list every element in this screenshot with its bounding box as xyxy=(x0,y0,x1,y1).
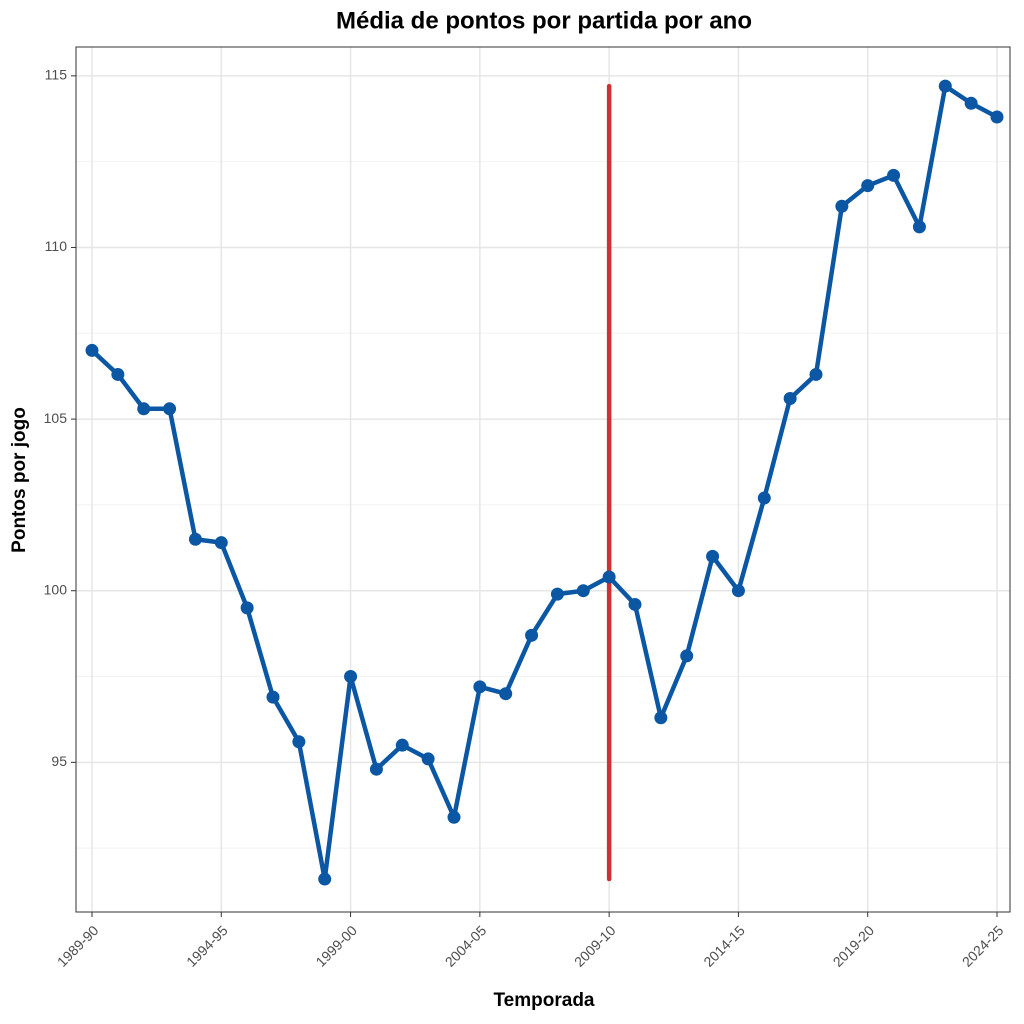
point xyxy=(499,687,513,701)
line xyxy=(90,83,999,882)
point xyxy=(706,549,720,563)
point xyxy=(292,735,306,749)
point xyxy=(214,536,228,550)
point xyxy=(602,570,616,584)
point xyxy=(137,402,151,416)
x-tick-label: 2004-05 xyxy=(442,922,490,970)
x-tick-label: 1994-95 xyxy=(183,922,231,970)
x-tick-label: 1999-00 xyxy=(312,922,360,970)
point xyxy=(369,762,383,776)
point xyxy=(266,690,280,704)
point xyxy=(111,367,125,381)
x-tick-label: 2014-15 xyxy=(700,922,748,970)
point xyxy=(964,96,978,110)
point xyxy=(550,587,564,601)
x-axis-label: Temporada xyxy=(493,990,594,1011)
point xyxy=(576,584,590,598)
point xyxy=(809,367,823,381)
y-tick-label: 95 xyxy=(51,753,67,769)
point xyxy=(731,584,745,598)
point xyxy=(680,649,694,663)
point xyxy=(628,597,642,611)
y-tick-label: 105 xyxy=(44,410,68,426)
point xyxy=(344,670,358,684)
point xyxy=(757,491,771,505)
y-axis-label: Pontos por jogo xyxy=(9,407,30,553)
point xyxy=(861,179,875,193)
y-tick-label: 110 xyxy=(45,238,68,254)
point xyxy=(85,343,99,357)
point xyxy=(395,738,409,752)
y-tick-label: 115 xyxy=(45,67,68,83)
point xyxy=(835,199,849,213)
point xyxy=(912,220,926,234)
x-tick-label: 2024-25 xyxy=(959,922,1007,970)
point xyxy=(938,79,952,93)
x-tick-label: 2019-20 xyxy=(830,922,878,970)
point xyxy=(990,110,1004,124)
point xyxy=(240,601,254,615)
x-tick-label: 2009-10 xyxy=(571,922,619,970)
panel-border xyxy=(75,46,1011,913)
point xyxy=(318,872,332,886)
chart-title: Média de pontos por partida por ano xyxy=(336,7,752,34)
point xyxy=(163,402,177,416)
point xyxy=(473,680,487,694)
point xyxy=(188,532,202,546)
y-tick-label: 100 xyxy=(44,581,68,597)
point xyxy=(783,391,797,405)
point xyxy=(421,752,435,766)
point xyxy=(447,810,461,824)
point xyxy=(525,628,539,642)
x-tick-label: 1989-90 xyxy=(54,922,102,970)
point xyxy=(887,168,901,182)
point xyxy=(654,711,668,725)
